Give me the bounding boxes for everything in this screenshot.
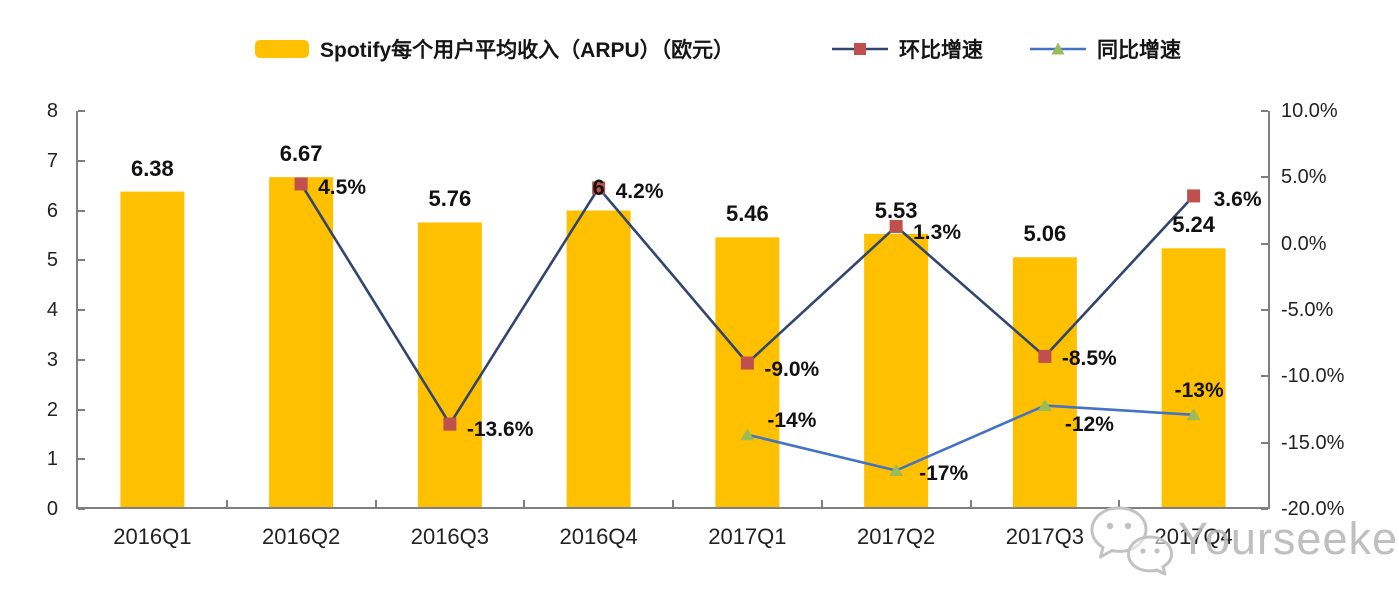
bottom-axis-line	[76, 507, 1270, 509]
line-square-swatch-icon	[832, 43, 888, 55]
right-axis-tick	[1261, 508, 1268, 510]
bar-2016Q1	[120, 191, 185, 509]
legend-item-qoq-growth: 环比增速	[832, 33, 983, 65]
bar-2017Q2	[864, 233, 929, 509]
qoq-marker-2017Q1	[740, 356, 754, 370]
left-axis-tick-label: 6	[46, 199, 58, 222]
bar-2017Q4	[1161, 248, 1226, 509]
wechat-icon	[1090, 506, 1174, 576]
right-axis-tick	[1261, 309, 1268, 311]
yoy-marker-2017Q1	[740, 428, 755, 441]
right-axis-tick	[1261, 110, 1268, 112]
left-axis-tick-label: 2	[46, 398, 58, 421]
yoy-marker-2017Q2	[889, 464, 904, 477]
legend-label-yoy-growth: 同比增速	[1097, 39, 1181, 62]
left-axis-tick-label: 4	[46, 299, 58, 321]
left-axis-tick	[78, 358, 85, 361]
x-axis-boundary-tick	[969, 500, 972, 507]
right-axis-tick-label: -5.0%	[1281, 299, 1334, 321]
x-axis-boundary-tick	[374, 500, 377, 507]
left-axis-tick	[78, 110, 85, 112]
x-axis-label-2016Q4: 2016Q4	[559, 524, 638, 549]
right-axis-line	[1268, 111, 1270, 509]
left-axis-tick-label: 3	[46, 348, 58, 371]
x-axis-boundary-tick	[820, 500, 823, 507]
left-axis-tick	[78, 508, 85, 510]
right-axis-tick-label: -15.0%	[1281, 431, 1345, 454]
right-axis-tick	[1261, 242, 1268, 245]
bar-2017Q1	[715, 237, 780, 509]
left-axis-tick-label: 8	[46, 100, 58, 122]
bar-2016Q2	[269, 177, 334, 509]
qoq-marker-2016Q4	[592, 181, 606, 195]
x-axis-boundary-tick	[672, 500, 674, 507]
left-axis-line	[76, 111, 78, 509]
qoq-marker-2017Q2	[889, 219, 903, 233]
x-axis-label-2016Q3: 2016Q3	[410, 524, 490, 549]
qoq-marker-2016Q2	[294, 177, 308, 191]
x-axis-boundary-tick	[1118, 500, 1121, 507]
left-axis-tick-label: 5	[46, 249, 58, 272]
x-axis-label-2017Q2: 2017Q2	[856, 524, 936, 549]
left-axis-tick	[78, 259, 85, 262]
yoy-marker-2017Q4	[1186, 408, 1201, 421]
x-axis-label-2016Q1: 2016Q1	[113, 524, 192, 549]
bar-2016Q3	[417, 222, 482, 509]
left-axis-tick	[78, 209, 85, 212]
right-axis-tick-label: -20.0%	[1281, 498, 1345, 520]
x-axis-label-2017Q3: 2017Q3	[1005, 524, 1085, 549]
right-axis-tick-label: 10.0%	[1281, 100, 1338, 122]
right-axis-tick	[1261, 441, 1268, 444]
legend-item-yoy-growth: 同比增速	[1030, 33, 1181, 65]
right-axis-tick	[1261, 375, 1268, 378]
right-axis-tick-label: 0.0%	[1281, 232, 1327, 255]
qoq-marker-2017Q4	[1187, 189, 1201, 203]
legend-label-qoq-growth: 环比增速	[899, 39, 983, 62]
x-axis-label-2017Q1: 2017Q1	[708, 524, 787, 549]
right-axis-tick-label: 5.0%	[1281, 166, 1327, 189]
bar-2017Q3	[1012, 257, 1077, 509]
right-axis-tick-label: -10.0%	[1281, 365, 1345, 388]
left-axis-tick	[78, 159, 85, 162]
left-axis-tick	[78, 408, 85, 411]
bar-series-swatch-icon	[255, 40, 309, 58]
yoy-marker-2017Q3	[1037, 399, 1052, 412]
watermark: Yourseeker	[1088, 501, 1399, 577]
line-triangle-swatch-icon	[1030, 42, 1086, 55]
left-axis-tick-label: 7	[46, 149, 58, 172]
x-axis-boundary-tick	[523, 500, 526, 507]
left-axis-tick-label: 1	[46, 448, 58, 471]
right-axis-tick	[1261, 176, 1268, 179]
watermark-text: Yourseeker	[1178, 513, 1399, 564]
legend-label-arpu: Spotify每个用户平均收入（ARPU）（欧元）	[320, 39, 735, 62]
legend-item-arpu: Spotify每个用户平均收入（ARPU）（欧元）	[255, 33, 734, 65]
left-axis-tick-label: 0	[46, 498, 58, 520]
qoq-marker-2017Q3	[1038, 349, 1052, 363]
qoq-marker-2016Q3	[443, 417, 457, 431]
bar-2016Q4	[566, 210, 631, 509]
plot-area	[120, 177, 1226, 509]
left-axis-tick	[78, 309, 85, 311]
left-axis-tick	[78, 458, 85, 461]
yoy-growth-line	[747, 404, 1194, 472]
x-axis-boundary-tick	[225, 500, 228, 507]
x-axis-label-2016Q2: 2016Q2	[261, 524, 341, 549]
